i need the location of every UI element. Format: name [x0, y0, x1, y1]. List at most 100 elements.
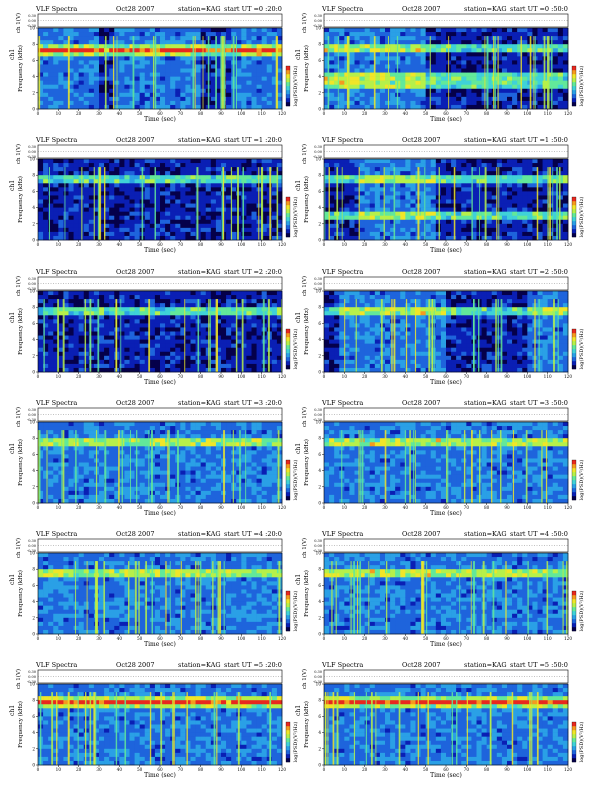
spectrogram-cell: [231, 327, 236, 331]
spectrogram-cell: [563, 60, 568, 64]
spectrogram-cell: [38, 352, 43, 356]
spectrogram-cell: [140, 40, 145, 44]
spectrogram-cell: [553, 28, 558, 32]
spectrogram-cell: [201, 28, 206, 32]
spectrogram-cell: [441, 60, 446, 64]
spectrogram-cell: [175, 69, 180, 73]
spectrogram-cell: [74, 60, 79, 64]
spectrogram-cell: [109, 291, 114, 295]
spectrogram-cell: [124, 332, 129, 336]
spectrogram-cell: [170, 220, 175, 224]
spectrogram-cell: [89, 175, 94, 179]
spectrogram-cell: [130, 336, 135, 340]
spectrogram-cell: [201, 356, 206, 360]
spectrogram-cell: [355, 52, 360, 56]
spectrogram-cell: [466, 40, 471, 44]
spectrogram-cell: [185, 163, 190, 167]
spectrogram-cell: [421, 69, 426, 73]
spectrogram-cell: [170, 315, 175, 319]
spectrogram-cell: [538, 93, 543, 97]
spectrogram-cell: [231, 319, 236, 323]
spectrogram-cell: [48, 48, 53, 52]
spectrogram-cell: [74, 36, 79, 40]
sferic-streak: [215, 36, 217, 109]
spectrogram-cell: [390, 28, 395, 32]
spectrogram-cell: [400, 228, 405, 232]
spectrogram-cell: [211, 159, 216, 163]
spectrogram-cell: [53, 171, 58, 175]
x-tick-label: 0: [323, 111, 326, 116]
spectrogram-cell: [400, 81, 405, 85]
x-tick-label: 100: [523, 111, 531, 116]
spectrogram-cell: [246, 171, 251, 175]
spectrogram-cell: [471, 32, 476, 36]
spectrogram-cell: [99, 340, 104, 344]
spectrogram-cell: [84, 183, 89, 187]
spectrogram-cell: [74, 159, 79, 163]
spectrogram-cell: [487, 183, 492, 187]
spectrogram-cell: [431, 191, 436, 195]
spectrogram-cell: [456, 179, 461, 183]
spectrogram-cell: [165, 44, 170, 48]
spectrogram-cell: [145, 232, 150, 236]
spectrogram-cell: [538, 89, 543, 93]
spectrogram-cell: [466, 52, 471, 56]
spectrogram-cell: [385, 77, 390, 81]
spectrogram-cell: [150, 224, 155, 228]
panel-date: Oct28 2007: [116, 268, 154, 276]
spectrogram-cell: [241, 187, 246, 191]
spectrogram-cell: [170, 356, 175, 360]
spectrogram-cell: [502, 48, 507, 52]
spectrogram-cell: [69, 291, 74, 295]
spectrogram-cell: [130, 311, 135, 315]
spectrogram-cell: [104, 340, 109, 344]
spectrogram-cell: [185, 216, 190, 220]
x-tick-label: 40: [117, 242, 123, 247]
spectrogram-cell: [405, 60, 410, 64]
spectrogram-cell: [191, 200, 196, 204]
spectrogram-cell: [94, 291, 99, 295]
spectrogram-cell: [211, 315, 216, 319]
spectrogram-cell: [206, 179, 211, 183]
spectrogram-cell: [252, 89, 257, 93]
spectrogram-cell: [185, 303, 190, 307]
spectrogram-cell: [502, 32, 507, 36]
spectrogram-cell: [150, 44, 155, 48]
spectrogram-cell: [114, 187, 119, 191]
sferic-streak: [496, 167, 497, 240]
spectrogram-cell: [160, 303, 165, 307]
spectrogram-cell: [461, 40, 466, 44]
spectrogram-cell: [226, 336, 231, 340]
spectrogram-cell: [375, 56, 380, 60]
spectrogram-cell: [456, 175, 461, 179]
spectrogram-cell: [89, 64, 94, 68]
spectrogram-cell: [119, 356, 124, 360]
spectrogram-cell: [512, 105, 517, 109]
spectrogram-cell: [175, 85, 180, 89]
spectrogram-cell: [487, 159, 492, 163]
spectrogram-cell: [553, 73, 558, 77]
spectrogram-cell: [334, 93, 339, 97]
spectrogram-cell: [272, 195, 277, 199]
spectrogram-cell: [375, 232, 380, 236]
spectrogram-cell: [502, 101, 507, 105]
spectrogram-cell: [466, 56, 471, 60]
spectrogram-cell: [436, 216, 441, 220]
spectrogram-cell: [527, 216, 532, 220]
spectrogram-cell: [461, 48, 466, 52]
spectrogram-cell: [451, 73, 456, 77]
spectrogram-cell: [231, 32, 236, 36]
spectrogram-cell: [252, 224, 257, 228]
spectrogram-cell: [74, 204, 79, 208]
spectrogram-cell: [79, 327, 84, 331]
spectrogram-cell: [456, 64, 461, 68]
spectrogram-cell: [165, 236, 170, 240]
spectrogram-cell: [124, 311, 129, 315]
spectrogram-cell: [349, 56, 354, 60]
spectrogram-cell: [441, 93, 446, 97]
spectrogram-cell: [170, 171, 175, 175]
spectrogram-cell: [405, 228, 410, 232]
spectrogram-cell: [201, 336, 206, 340]
spectrogram-cell: [43, 175, 48, 179]
spectrogram-cell: [119, 368, 124, 372]
